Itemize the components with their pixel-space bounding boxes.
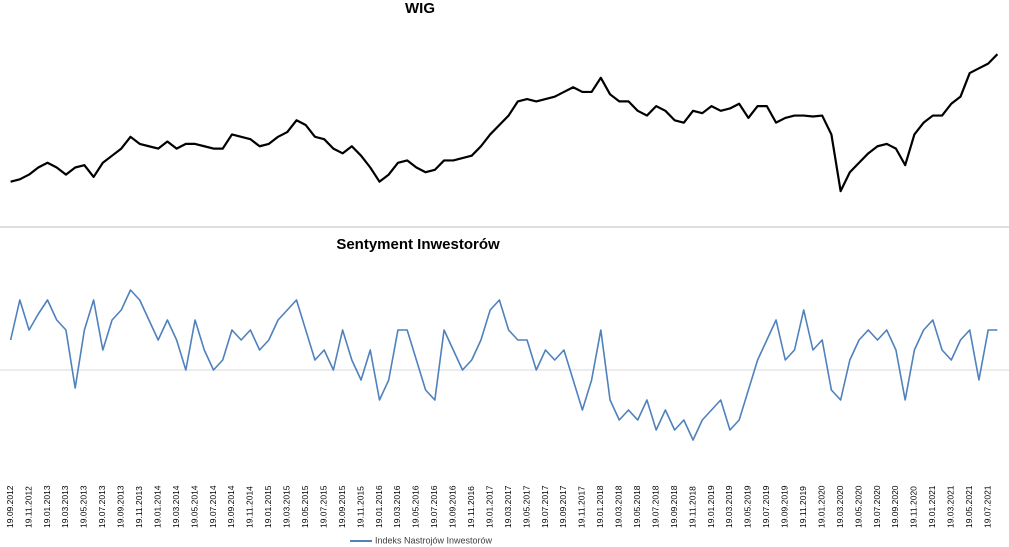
x-tick-label: 19.09.2012 — [5, 485, 15, 528]
x-tick-label: 19.11.2020 — [909, 486, 919, 528]
x-tick-label: 19.01.2013 — [42, 485, 52, 528]
x-tick-label: 19.05.2018 — [632, 485, 642, 528]
x-tick-label: 19.03.2021 — [946, 485, 956, 528]
x-tick-label: 19.11.2012 — [23, 486, 33, 528]
x-tick-label: 19.03.2013 — [60, 485, 70, 528]
x-tick-label: 19.07.2015 — [318, 485, 328, 528]
data-line — [9, 289, 998, 441]
x-tick-label: 19.11.2014 — [245, 486, 255, 528]
x-tick-label: 19.11.2019 — [798, 486, 808, 528]
x-tick-label: 19.03.2015 — [282, 485, 292, 528]
chart-title: WIG — [405, 0, 435, 17]
x-tick-label: 19.09.2020 — [890, 485, 900, 528]
x-tick-label: 19.09.2018 — [669, 485, 679, 528]
x-tick-label: 19.03.2017 — [503, 485, 513, 528]
x-tick-label: 19.11.2015 — [355, 486, 365, 528]
x-tick-label: 19.05.2013 — [79, 485, 89, 528]
x-tick-label: 19.11.2018 — [687, 486, 697, 528]
x-tick-label: 19.07.2017 — [540, 485, 550, 528]
x-tick-label: 19.07.2014 — [208, 485, 218, 528]
x-tick-label: 19.01.2021 — [927, 485, 937, 528]
x-tick-label: 19.07.2013 — [97, 485, 107, 528]
x-tick-label: 19.07.2018 — [650, 485, 660, 528]
x-tick-label: 19.03.2016 — [392, 485, 402, 528]
x-tick-label: 19.03.2018 — [614, 485, 624, 528]
x-tick-label: 19.09.2019 — [780, 485, 790, 528]
x-tick-label: 19.11.2013 — [134, 486, 144, 528]
x-tick-label: 19.01.2016 — [374, 485, 384, 528]
x-tick-label: 19.01.2015 — [263, 485, 273, 528]
x-tick-label: 19.09.2017 — [558, 485, 568, 528]
x-tick-label: 19.07.2019 — [761, 485, 771, 528]
x-tick-label: 19.03.2014 — [171, 485, 181, 528]
x-tick-label: 19.01.2020 — [816, 485, 826, 528]
x-tick-label: 19.07.2016 — [429, 485, 439, 528]
chart-title: Sentyment Inwestorów — [336, 236, 500, 253]
x-tick-label: 19.07.2020 — [872, 485, 882, 528]
x-tick-label: 19.05.2021 — [964, 485, 974, 528]
x-tick-label: 19.09.2016 — [448, 485, 458, 528]
x-tick-label: 19.01.2018 — [595, 485, 605, 528]
x-tick-label: 19.01.2014 — [152, 485, 162, 528]
x-tick-label: 19.03.2019 — [724, 485, 734, 528]
x-tick-label: 19.11.2017 — [577, 486, 587, 528]
x-tick-label: 19.05.2015 — [300, 485, 310, 528]
data-line — [10, 53, 999, 193]
legend-label: Indeks Nastrojów Inwestorów — [375, 535, 493, 545]
x-tick-label: 19.05.2014 — [189, 485, 199, 528]
x-tick-label: 19.09.2015 — [337, 485, 347, 528]
x-tick-label: 19.09.2014 — [226, 485, 236, 528]
x-tick-label: 19.03.2020 — [835, 485, 845, 528]
x-tick-label: 19.01.2017 — [484, 485, 494, 528]
x-tick-label: 19.05.2017 — [521, 485, 531, 528]
x-tick-label: 19.11.2016 — [466, 486, 476, 528]
x-tick-label: 19.05.2016 — [411, 485, 421, 528]
x-tick-label: 19.05.2020 — [853, 485, 863, 528]
x-tick-label: 19.09.2013 — [116, 485, 126, 528]
x-tick-label: 19.07.2021 — [982, 485, 992, 528]
x-tick-label: 19.01.2019 — [706, 485, 716, 528]
x-tick-label: 19.05.2019 — [743, 485, 753, 528]
